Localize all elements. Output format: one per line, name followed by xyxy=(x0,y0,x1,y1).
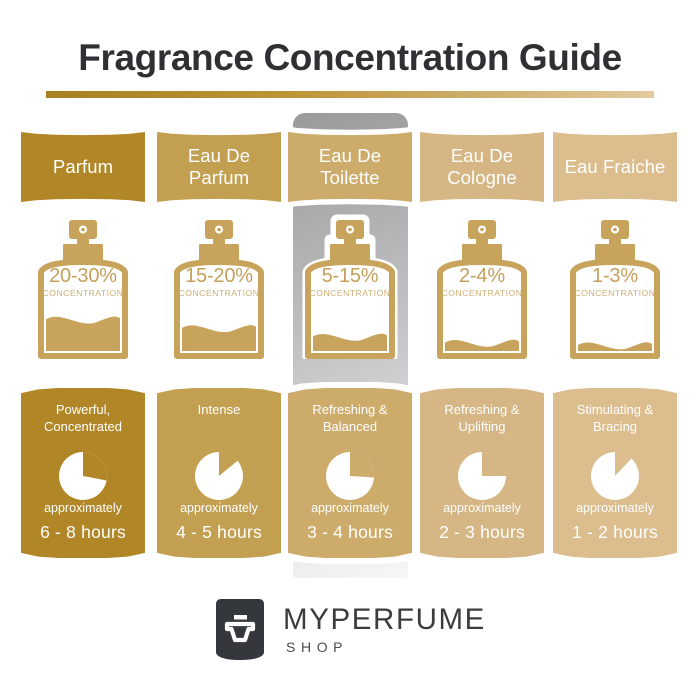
bottle-parfum xyxy=(31,214,135,359)
card-descriptor: Stimulating & Bracing xyxy=(559,402,671,436)
longevity-pie-icon xyxy=(193,450,245,502)
banner-label: Parfum xyxy=(52,156,114,178)
column-eau-de-toilette: Eau De Toilette 5-15% CONCENTRATION Refr… xyxy=(282,0,418,600)
card-descriptor: Refreshing & Balanced xyxy=(294,402,406,436)
title-divider xyxy=(46,91,654,98)
info-card-eau-de-toilette[interactable]: Refreshing & Balanced Lasts approximatel… xyxy=(288,388,412,558)
card-duration: 3 - 4 hours xyxy=(307,522,393,542)
banner-label: Eau De Toilette xyxy=(318,145,382,188)
lasts-line2: approximately xyxy=(443,501,521,515)
header-banner-eau-de-cologne[interactable]: Eau De Cologne xyxy=(420,132,544,202)
card-duration: 4 - 5 hours xyxy=(176,522,262,542)
lasts-line2: approximately xyxy=(576,501,654,515)
bottle-eau-fraiche xyxy=(563,214,667,359)
longevity-pie-icon xyxy=(589,450,641,502)
card-lasts-label: Lasts approximately xyxy=(557,484,673,516)
info-card-eau-fraiche[interactable]: Stimulating & Bracing Lasts approximatel… xyxy=(553,388,677,558)
info-card-parfum[interactable]: Powerful, Concentrated Lasts approximate… xyxy=(21,388,145,558)
card-descriptor-line1: Refreshing & xyxy=(444,402,520,417)
title-block: Fragrance Concentration Guide xyxy=(0,37,700,79)
brand-subtitle: SHOP xyxy=(286,638,349,655)
card-duration: 1 - 2 hours xyxy=(572,522,658,542)
column-eau-fraiche: Eau Fraiche 1-3% CONCENTRATION Stimulati… xyxy=(553,0,678,600)
card-descriptor-line1: Refreshing & xyxy=(312,402,388,417)
lasts-line2: approximately xyxy=(180,501,258,515)
lasts-line1: Lasts xyxy=(467,485,497,499)
card-lasts-label: Lasts approximately xyxy=(161,484,277,516)
card-descriptor-line2: Balanced xyxy=(322,418,378,434)
column-parfum: Parfum 20-30% CONCENTRATION Powerful, Co… xyxy=(21,0,146,600)
card-lasts-label: Lasts approximately xyxy=(25,484,141,516)
card-duration: 6 - 8 hours xyxy=(40,522,126,542)
card-descriptor-line1: Stimulating & xyxy=(576,402,654,417)
info-card-eau-de-cologne[interactable]: Refreshing & Uplifting Lasts approximate… xyxy=(420,388,544,558)
longevity-pie-icon xyxy=(324,450,376,502)
card-descriptor-line1: Powerful, xyxy=(55,402,111,417)
card-lasts-label: Lasts approximately xyxy=(424,484,540,516)
banner-label: Eau Fraiche xyxy=(564,156,666,178)
card-descriptor-line2: Bracing xyxy=(592,418,638,434)
header-banner-eau-fraiche[interactable]: Eau Fraiche xyxy=(553,132,677,202)
lasts-line1: Lasts xyxy=(68,485,98,499)
header-banner-eau-de-toilette[interactable]: Eau De Toilette xyxy=(288,132,412,202)
bottle-eau-de-parfum xyxy=(167,214,271,359)
page-title: Fragrance Concentration Guide xyxy=(78,37,622,78)
brand-wordmark: MYPERFUME SHOP xyxy=(283,605,486,654)
longevity-pie-icon xyxy=(57,450,109,502)
banner-label: Eau De Cologne xyxy=(447,145,517,188)
card-descriptor: Refreshing & Uplifting xyxy=(426,402,538,436)
card-descriptor: Powerful, Concentrated xyxy=(27,402,139,436)
lasts-line1: Lasts xyxy=(204,485,234,499)
lasts-line2: approximately xyxy=(44,501,122,515)
bottle-eau-de-toilette xyxy=(298,214,402,359)
perfume-bottle-badge-icon xyxy=(214,598,266,661)
card-lasts-label: Lasts approximately xyxy=(292,484,408,516)
longevity-pie-icon xyxy=(456,450,508,502)
card-descriptor-line1: Intense xyxy=(197,402,241,417)
brand-name: MYPERFUME xyxy=(283,603,486,637)
lasts-line1: Lasts xyxy=(600,485,630,499)
lasts-line1: Lasts xyxy=(335,485,365,499)
column-eau-de-parfum: Eau De Parfum 15-20% CONCENTRATION Inten… xyxy=(157,0,282,600)
header-banner-eau-de-parfum[interactable]: Eau De Parfum xyxy=(157,132,281,202)
bottle-eau-de-cologne xyxy=(430,214,534,359)
card-descriptor: Intense xyxy=(163,402,275,419)
banner-label: Eau De Parfum xyxy=(187,145,251,188)
card-duration: 2 - 3 hours xyxy=(439,522,525,542)
info-card-eau-de-parfum[interactable]: Intense Lasts approximately 4 - 5 hours xyxy=(157,388,281,558)
card-descriptor-line2: Concentrated xyxy=(43,418,123,434)
header-banner-parfum[interactable]: Parfum xyxy=(21,132,145,202)
card-descriptor-line2: Uplifting xyxy=(458,418,506,434)
footer-logo[interactable]: MYPERFUME SHOP xyxy=(0,598,700,661)
column-eau-de-cologne: Eau De Cologne 2-4% CONCENTRATION Refres… xyxy=(420,0,545,600)
lasts-line2: approximately xyxy=(311,501,389,515)
